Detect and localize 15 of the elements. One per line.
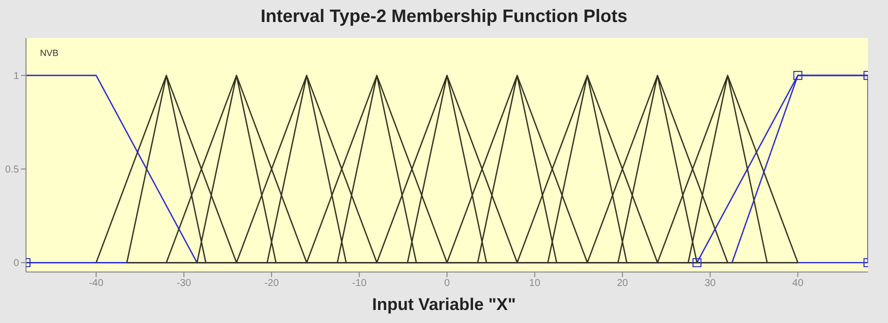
annotation: NVB (40, 48, 59, 58)
x-tick-label: 20 (616, 278, 628, 290)
x-tick-label: -30 (176, 278, 192, 290)
x-tick-label: -40 (88, 278, 104, 290)
x-tick-label: 40 (792, 278, 804, 290)
chart-title: Interval Type-2 Membership Function Plots (260, 6, 628, 27)
y-tick-label: 0 (13, 258, 20, 270)
y-tick-label: 0.5 (5, 164, 20, 176)
x-tick-label: -10 (352, 278, 367, 290)
x-tick-label: 10 (529, 278, 541, 290)
x-tick-label: 0 (444, 278, 450, 290)
x-axis-title: Input Variable "X" (371, 295, 517, 315)
x-tick-label: -20 (264, 278, 280, 290)
y-tick-label: 1 (13, 70, 20, 82)
x-tick-label: 30 (704, 278, 716, 290)
